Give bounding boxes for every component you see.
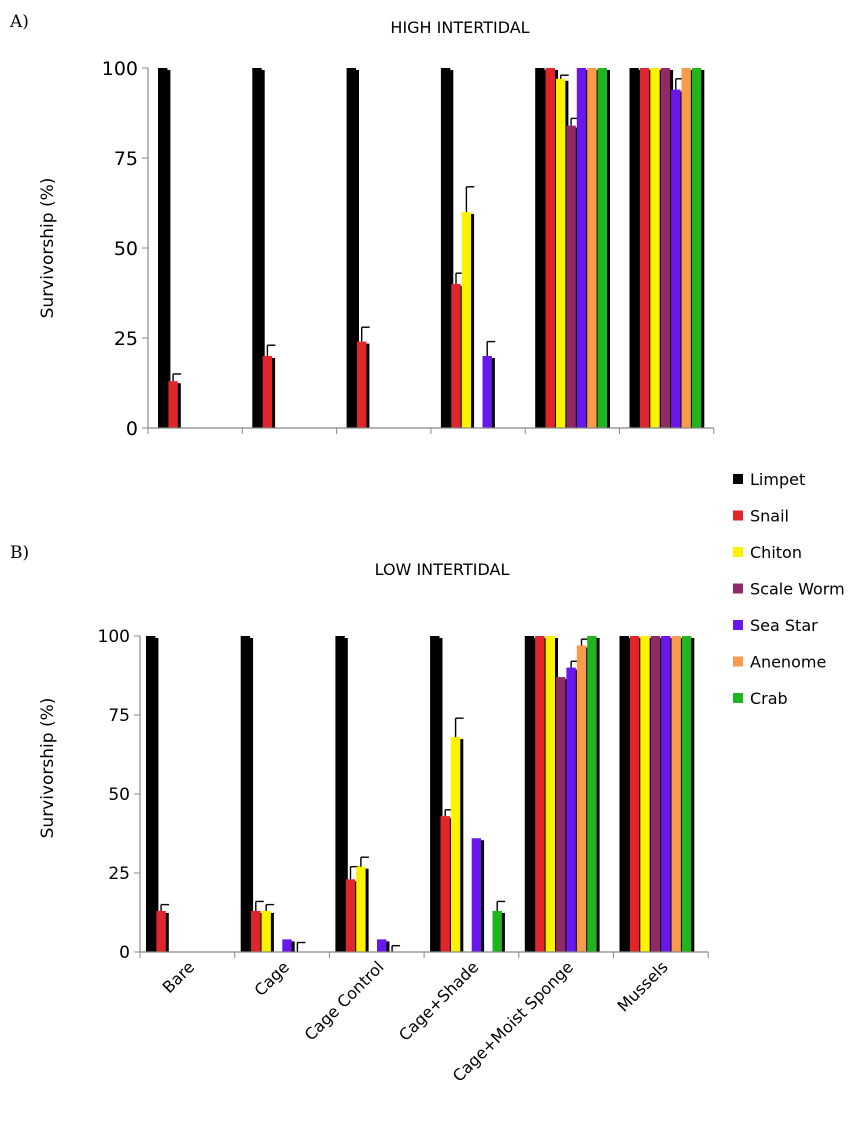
legend-label-scale-worm: Scale Worm <box>750 580 845 599</box>
legend-label-crab: Crab <box>750 689 788 708</box>
a-bar-mussels-crab <box>691 68 702 428</box>
legend-swatch-scale-worm <box>733 583 743 594</box>
a-bar-cage-limpet <box>252 68 262 428</box>
panel-low-intertidal: B) LOW INTERTIDAL Survivorship (%) 0 25 50… <box>10 543 709 1086</box>
b-bar-cage-moist-sponge-scale-worm <box>556 677 566 952</box>
legend-label-limpet: Limpet <box>750 470 805 489</box>
b-bar-cage-chiton <box>261 910 271 952</box>
a-bar-mussels-chiton <box>650 68 660 428</box>
legend-swatch-anenome <box>733 656 743 667</box>
b-bar-cage-moist-sponge-anenome <box>576 645 587 952</box>
b-bar-bare-snail <box>156 910 166 952</box>
panel-b-ylabel: Survivorship (%) <box>38 698 58 839</box>
b-bar-mussels-snail <box>629 636 640 952</box>
b-bar-cage-control-snail <box>345 879 356 952</box>
b-bar-bare-limpet <box>146 636 156 952</box>
b-bar-cage-control-chiton <box>356 866 366 952</box>
a-bar-mussels-anenome <box>681 68 691 428</box>
a-bar-cage-shade-snail <box>451 284 461 428</box>
b-ytick-label-50: 50 <box>108 785 130 805</box>
legend-label-chiton: Chiton <box>750 543 802 562</box>
b-bar-cage-control-limpet <box>335 636 345 952</box>
panel-b-label: B) <box>10 543 29 563</box>
b-bar-cage-moist-sponge-chiton <box>545 636 555 952</box>
legend-label-sea-star: Sea Star <box>750 616 818 635</box>
a-bar-mussels-snail <box>639 68 650 428</box>
b-ytick-label-25: 25 <box>108 864 130 884</box>
b-bar-cage-shade-crab <box>492 910 502 952</box>
panel-a-label: A) <box>9 12 29 32</box>
legend-swatch-chiton <box>733 547 743 557</box>
legend-swatch-sea-star <box>733 620 743 630</box>
a-bar-cage-shade-limpet <box>440 68 451 428</box>
a-ytick-label-100: 100 <box>102 58 138 80</box>
a-ytick-label-50: 50 <box>114 238 138 260</box>
a-ytick-label-0: 0 <box>126 418 138 440</box>
a-bar-cage-shade-sea-star <box>482 356 492 428</box>
a-bar-cage-moist-sponge-limpet <box>535 68 545 428</box>
a-bar-bare-limpet <box>158 68 168 428</box>
b-ytick-label-0: 0 <box>119 943 130 963</box>
b-bar-mussels-sea-star <box>661 636 671 952</box>
b-ytick-label-75: 75 <box>108 706 130 726</box>
b-bar-cage-moist-sponge-sea-star <box>566 667 576 952</box>
a-bar-bare-snail <box>168 381 178 428</box>
a-bar-mussels-sea-star <box>671 89 681 428</box>
b-bar-mussels-anenome <box>671 636 681 952</box>
b-ytick-label-100: 100 <box>98 627 130 647</box>
b-bar-cage-shade-snail <box>440 816 450 952</box>
b-bar-cage-moist-sponge-limpet <box>524 636 535 952</box>
legend-swatch-snail <box>733 510 743 521</box>
legend-label-anenome: Anenome <box>750 653 826 672</box>
b-bar-cage-moist-sponge-snail <box>535 636 545 952</box>
panel-a-title: HIGH INTERTIDAL <box>390 18 529 37</box>
a-bar-cage-snail <box>262 356 273 428</box>
panel-high-intertidal: A) HIGH INTERTIDAL Survivorship (%) 0 25 5… <box>9 12 715 440</box>
b-bar-cage-sea-star <box>282 939 292 952</box>
legend: Limpet Snail Chiton Scale Worm Sea Star Aneno… <box>733 470 845 708</box>
b-bar-cage-control-sea-star <box>377 939 387 952</box>
a-bar-cage-moist-sponge-snail <box>545 68 555 428</box>
b-bar-mussels-chiton <box>640 636 650 952</box>
b-bar-cage-limpet <box>240 636 251 952</box>
a-bar-mussels-limpet <box>629 68 639 428</box>
panel-a-ylabel: Survivorship (%) <box>38 178 58 319</box>
a-bar-cage-control-snail <box>357 341 367 428</box>
a-bar-cage-control-limpet <box>346 68 356 428</box>
panel-b-title: LOW INTERTIDAL <box>375 560 510 579</box>
b-category-label-cage-shade: Cage+Shade <box>395 957 482 1044</box>
a-bar-cage-moist-sponge-chiton <box>556 78 566 429</box>
a-ytick-label-25: 25 <box>114 328 138 350</box>
b-bar-cage-moist-sponge-crab <box>587 636 597 952</box>
legend-swatch-crab <box>733 693 743 703</box>
b-bar-cage-snail <box>251 910 261 952</box>
b-bar-cage-shade-limpet <box>430 636 440 952</box>
a-bar-cage-moist-sponge-anenome <box>587 68 597 428</box>
b-category-label-mussels: Mussels <box>614 957 672 1015</box>
b-bar-mussels-limpet <box>619 636 629 952</box>
a-bar-cage-moist-sponge-sea-star <box>576 68 587 428</box>
a-bar-cage-moist-sponge-scale-worm <box>566 125 576 428</box>
b-category-label-cage-control: Cage Control <box>301 957 388 1044</box>
b-bar-cage-shade-chiton <box>450 737 461 952</box>
b-category-label-bare: Bare <box>159 957 198 996</box>
b-category-label-cage: Cage <box>250 957 292 999</box>
b-bar-mussels-scale-worm <box>650 636 661 952</box>
a-ytick-label-75: 75 <box>114 148 138 170</box>
legend-label-snail: Snail <box>750 507 789 526</box>
a-bar-cage-shade-chiton <box>461 212 472 428</box>
legend-swatch-limpet <box>733 474 743 484</box>
a-bar-mussels-scale-worm <box>660 68 671 428</box>
b-bar-cage-shade-sea-star <box>471 838 482 952</box>
a-bar-cage-moist-sponge-crab <box>597 68 607 428</box>
b-bar-mussels-crab <box>681 636 692 952</box>
